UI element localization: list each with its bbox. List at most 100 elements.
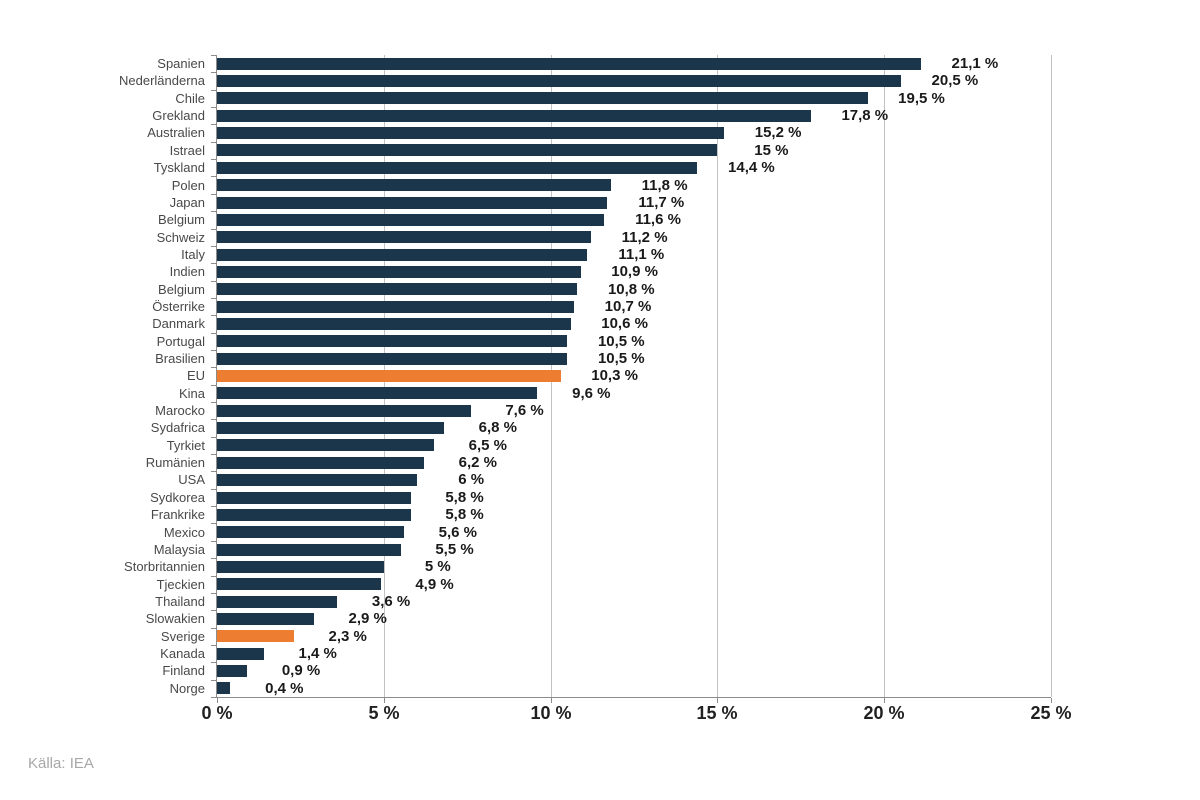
bar xyxy=(217,161,698,174)
bar-value-label: 4,9 % xyxy=(415,575,454,593)
y-tick xyxy=(211,55,216,56)
bar-value-label: 6,8 % xyxy=(478,419,517,437)
bar xyxy=(217,578,381,591)
category-label: Sydafrica xyxy=(150,420,205,436)
category-label: Nederländerna xyxy=(118,73,205,89)
bar-value-label: 6 % xyxy=(458,471,485,489)
bar xyxy=(217,265,581,278)
x-tick-label: 10 % xyxy=(530,703,572,723)
x-tick xyxy=(217,698,218,703)
category-label: Frankrike xyxy=(150,507,205,523)
y-tick xyxy=(211,680,216,681)
bar xyxy=(217,508,411,521)
bar-value-label: 7,6 % xyxy=(505,402,544,419)
y-tick xyxy=(211,610,216,611)
category-label: Grekland xyxy=(152,108,205,124)
bar xyxy=(217,682,231,695)
y-tick xyxy=(211,593,216,594)
bar xyxy=(217,231,591,244)
bar-value-label: 10,8 % xyxy=(607,280,655,298)
bar xyxy=(217,57,921,70)
y-tick xyxy=(211,558,216,559)
bar-value-label: 5,5 % xyxy=(435,540,474,558)
y-tick xyxy=(211,697,216,698)
bar xyxy=(217,196,608,209)
bar xyxy=(217,75,901,87)
category-label: Rumänien xyxy=(145,455,205,471)
source-note: Källa: IEA xyxy=(28,755,94,772)
y-tick xyxy=(211,419,216,420)
category-label: Brasilien xyxy=(155,351,205,366)
y-tick xyxy=(211,194,216,195)
bar-value-label: 10,5 % xyxy=(597,350,645,367)
y-tick xyxy=(211,246,216,247)
gridline xyxy=(1051,55,1052,697)
bar-value-label: 6,2 % xyxy=(458,454,497,472)
y-tick xyxy=(211,471,216,472)
y-tick xyxy=(211,229,216,230)
bar xyxy=(217,317,571,330)
bar-value-label: 11,8 % xyxy=(641,176,688,194)
bar-value-label: 21,1 % xyxy=(951,55,999,72)
y-tick xyxy=(211,281,216,282)
category-label: Mexico xyxy=(163,524,205,540)
category-label: Norge xyxy=(169,680,205,696)
bar xyxy=(217,526,404,539)
category-label: Istrael xyxy=(169,142,205,158)
x-tick-label: 20 % xyxy=(863,703,905,723)
category-label: Tyskland xyxy=(153,160,205,176)
category-label: Portugal xyxy=(156,333,205,349)
bar xyxy=(217,335,568,348)
bar-value-label: 10,7 % xyxy=(604,297,652,315)
bar xyxy=(217,109,811,122)
bar xyxy=(217,92,868,105)
category-label: Tyrkiet xyxy=(166,437,205,453)
y-tick xyxy=(211,402,216,403)
bar-value-label: 20,5 % xyxy=(931,72,979,90)
bar-value-label: 5,8 % xyxy=(445,506,484,524)
y-tick xyxy=(211,437,216,438)
x-tick-label: 0 % xyxy=(201,703,233,723)
bar-value-label: 11,1 % xyxy=(618,245,665,263)
y-tick xyxy=(211,367,216,368)
bar xyxy=(217,404,471,417)
category-label: Kanada xyxy=(160,645,205,661)
y-tick xyxy=(211,576,216,577)
category-label: Chile xyxy=(175,90,205,106)
bar xyxy=(217,422,444,435)
x-tick xyxy=(551,698,552,703)
bar-value-label: 0,4 % xyxy=(265,679,304,697)
category-label: Spanien xyxy=(157,56,205,71)
value-axis-tick-labels: 0 % 5 % 10 % 15 % 20 % 25 % xyxy=(0,703,1200,733)
category-label: Kina xyxy=(178,385,205,401)
y-tick xyxy=(211,506,216,507)
category-label: Tjeckien xyxy=(156,576,205,592)
bar-value-label: 10,6 % xyxy=(601,315,648,333)
y-tick xyxy=(211,315,216,316)
y-tick xyxy=(211,90,216,91)
y-tick xyxy=(211,72,216,73)
bar-value-label: 2,3 % xyxy=(328,627,367,645)
y-tick xyxy=(211,263,216,264)
bar-value-label: 17,8 % xyxy=(841,107,889,125)
category-label: Marocko xyxy=(155,403,205,418)
plot-area: 21,1 % 20,5 % 19,5 % 17,8 % 15,2 % 15 % 14,4 %… xyxy=(217,55,1052,697)
bar-value-label: 1,4 % xyxy=(298,644,337,662)
bar xyxy=(217,543,401,556)
bar-value-label: 11,2 % xyxy=(621,228,668,246)
category-label: Sydkorea xyxy=(150,489,205,505)
y-tick xyxy=(211,176,216,177)
bar xyxy=(217,213,604,226)
category-label: Belgium xyxy=(158,212,205,228)
gridline xyxy=(717,55,718,697)
category-label: Thailand xyxy=(155,593,205,609)
bar-value-label: 5,8 % xyxy=(445,488,484,506)
bar xyxy=(217,647,264,660)
category-label: EU xyxy=(186,368,205,384)
category-label: Belgium xyxy=(158,281,205,297)
y-tick xyxy=(211,454,216,455)
category-label: Australien xyxy=(147,125,205,141)
bar xyxy=(217,300,574,313)
y-tick xyxy=(211,333,216,334)
